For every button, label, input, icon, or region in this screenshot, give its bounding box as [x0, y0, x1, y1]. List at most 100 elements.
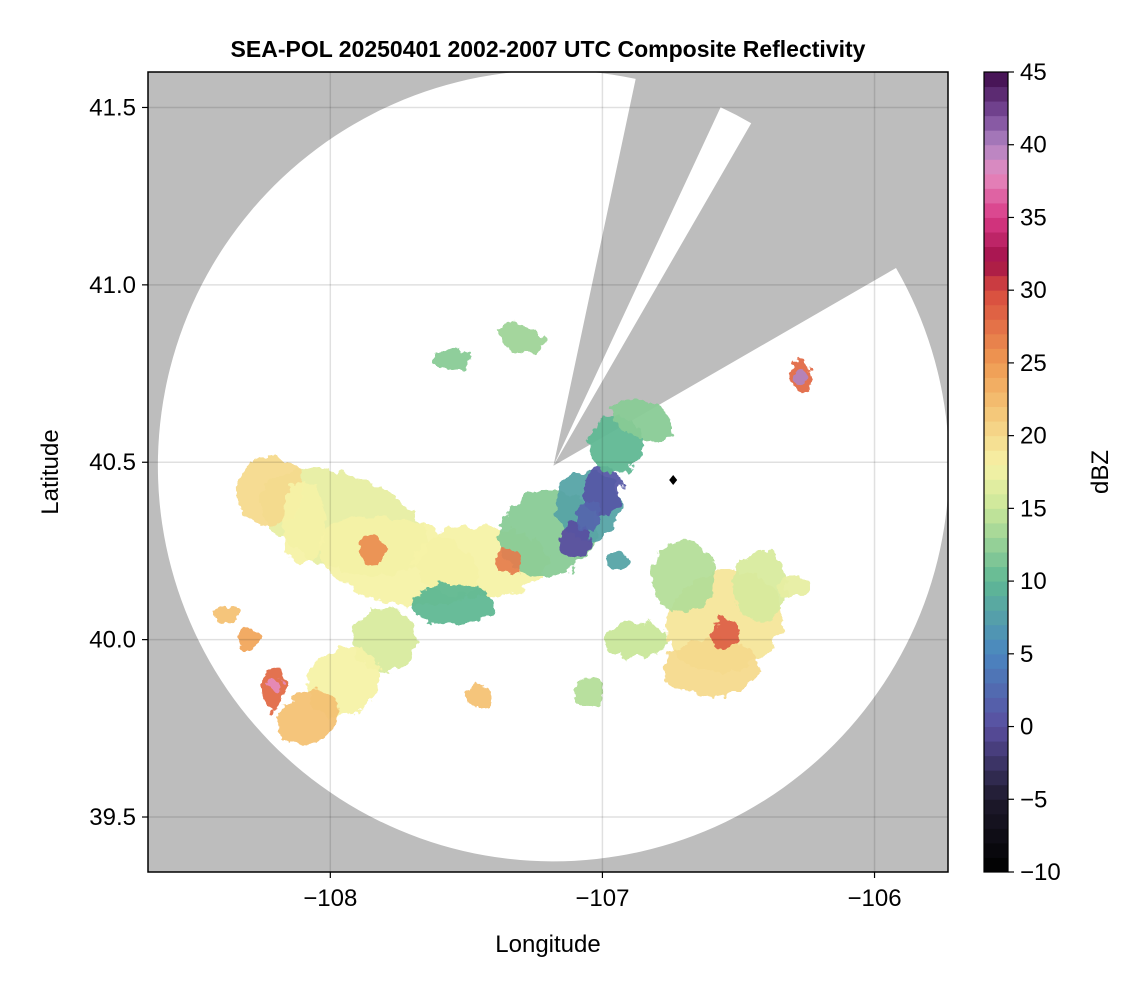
- echo-core-near-radar-low: [575, 501, 603, 530]
- echo-layer: [213, 322, 812, 745]
- x-tick-label: −108: [303, 885, 357, 912]
- colorbar-swatch: [984, 261, 1008, 277]
- colorbar-swatch: [984, 682, 1008, 698]
- colorbar-swatch: [984, 319, 1008, 335]
- colorbar-tick-label: −10: [1020, 859, 1061, 886]
- plot-frame: [147, 71, 949, 873]
- echo-blob: [213, 604, 241, 626]
- echo-blob: [605, 550, 627, 573]
- colorbar-swatch: [984, 813, 1008, 829]
- echo-core-northeast-cell: [794, 370, 808, 385]
- echo-core-central-core: [493, 547, 521, 576]
- colorbar-swatch: [984, 144, 1008, 160]
- colorbar-ticks: −10 −5 0 5 10 15 20 25 30 35 40 45: [1008, 59, 1061, 886]
- colorbar-swatch: [984, 246, 1008, 262]
- colorbar-swatch: [984, 653, 1008, 669]
- colorbar-swatch: [984, 290, 1008, 306]
- echo-blob: [602, 621, 668, 658]
- colorbar-swatch: [984, 552, 1008, 568]
- colorbar-swatch: [984, 842, 1008, 858]
- echo-blob: [662, 639, 761, 697]
- colorbar-swatch: [984, 755, 1008, 771]
- colorbar-swatch: [984, 610, 1008, 626]
- colorbar-swatch: [984, 770, 1008, 786]
- colorbar-swatch: [984, 130, 1008, 146]
- colorbar-swatches: [984, 72, 1008, 873]
- colorbar-swatch: [984, 304, 1008, 320]
- colorbar-swatch: [984, 377, 1008, 393]
- echo-blob: [651, 540, 717, 612]
- colorbar-swatch: [984, 624, 1008, 640]
- colorbar-swatch: [984, 697, 1008, 713]
- colorbar-swatch: [984, 726, 1008, 742]
- y-tick-label: 40.5: [89, 449, 136, 476]
- colorbar-swatch: [984, 464, 1008, 480]
- colorbar-swatch: [984, 217, 1008, 233]
- colorbar-swatch: [984, 595, 1008, 611]
- colorbar-tick-label: 0: [1020, 714, 1033, 741]
- chart-title: SEA-POL 20250401 2002-2007 UTC Composite…: [231, 36, 866, 62]
- x-axis: −108 −107 −106: [303, 872, 902, 912]
- y-tick-label: 39.5: [89, 804, 136, 831]
- colorbar-swatch: [984, 508, 1008, 524]
- colorbar-swatch: [984, 173, 1008, 189]
- plot-area: [148, 72, 948, 872]
- y-axis-label: Latitude: [37, 429, 64, 514]
- y-tick-label: 41.5: [89, 94, 136, 121]
- colorbar-swatch: [984, 639, 1008, 655]
- colorbar-frame: [983, 71, 1009, 873]
- grid-lines: [148, 72, 948, 872]
- colorbar-swatch: [984, 450, 1008, 466]
- colorbar-tick-label: 20: [1020, 423, 1047, 450]
- y-tick-label: 40.0: [89, 627, 136, 654]
- colorbar-tick-label: 10: [1020, 568, 1047, 595]
- echo-core-southwest-cell: [269, 678, 283, 693]
- colorbar-swatch: [984, 348, 1008, 364]
- echo-blob: [281, 479, 325, 566]
- echo-blob: [411, 582, 494, 626]
- colorbar: −10 −5 0 5 10 15 20 25 30 35 40 45 dBZ: [983, 59, 1114, 886]
- colorbar-swatch: [984, 421, 1008, 437]
- colorbar-swatch: [984, 668, 1008, 684]
- colorbar-label: dBZ: [1087, 450, 1114, 494]
- colorbar-tick-label: 35: [1020, 204, 1047, 231]
- colorbar-swatch: [984, 392, 1008, 408]
- colorbar-tick-label: 40: [1020, 132, 1047, 159]
- colorbar-swatch: [984, 799, 1008, 815]
- colorbar-swatch: [984, 435, 1008, 451]
- colorbar-swatch: [984, 72, 1008, 88]
- colorbar-tick-label: 15: [1020, 495, 1047, 522]
- x-tick-label: −106: [847, 885, 901, 912]
- colorbar-swatch: [984, 522, 1008, 538]
- colorbar-swatch: [984, 362, 1008, 378]
- colorbar-swatch: [984, 537, 1008, 553]
- y-axis: 39.5 40.0 40.5 41.0 41.5: [89, 94, 148, 831]
- echo-core-southeast-cell: [711, 618, 739, 647]
- colorbar-swatch: [984, 86, 1008, 102]
- echo-core-western-band-core: [357, 536, 385, 566]
- colorbar-swatch: [984, 188, 1008, 204]
- colorbar-swatch: [984, 101, 1008, 117]
- colorbar-swatch: [984, 202, 1008, 218]
- colorbar-swatch: [984, 566, 1008, 582]
- colorbar-swatch: [984, 406, 1008, 422]
- colorbar-swatch: [984, 581, 1008, 597]
- echo-blob: [776, 575, 810, 598]
- echo-blob: [237, 628, 260, 651]
- colorbar-tick-label: 45: [1020, 59, 1047, 86]
- colorbar-swatch: [984, 784, 1008, 800]
- x-axis-label: Longitude: [495, 931, 600, 958]
- echo-blob: [277, 690, 340, 745]
- colorbar-swatch: [984, 115, 1008, 131]
- colorbar-swatch: [984, 333, 1008, 349]
- colorbar-tick-label: 30: [1020, 277, 1047, 304]
- colorbar-tick-label: −5: [1020, 786, 1047, 813]
- echo-blob: [611, 399, 675, 440]
- colorbar-swatch: [984, 493, 1008, 509]
- colorbar-swatch: [984, 159, 1008, 175]
- y-tick-label: 41.0: [89, 272, 136, 299]
- echo-blob: [433, 348, 472, 371]
- colorbar-swatch: [984, 232, 1008, 248]
- colorbar-swatch: [984, 275, 1008, 291]
- colorbar-swatch: [984, 741, 1008, 757]
